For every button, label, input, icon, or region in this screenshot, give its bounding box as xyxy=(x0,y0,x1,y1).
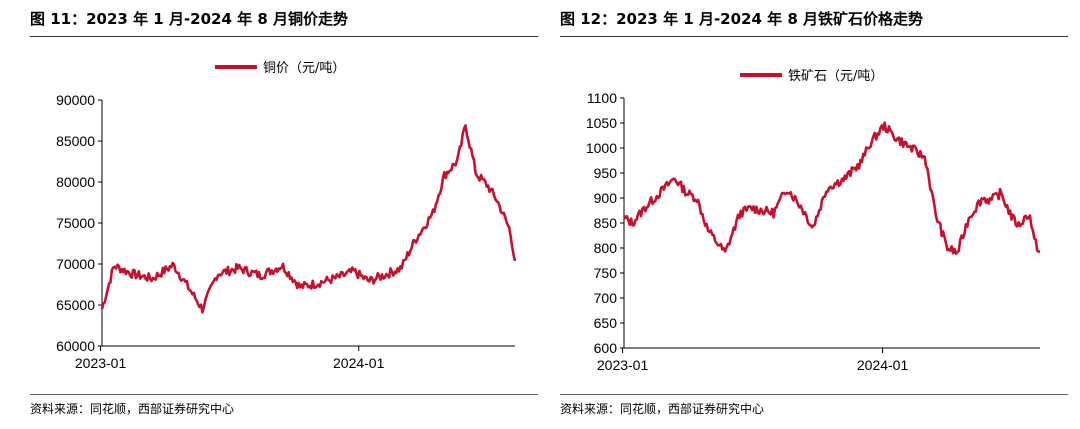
source-rule xyxy=(560,394,1068,395)
y-tick-label: 800 xyxy=(594,240,618,256)
copper-panel: 图 11：2023 年 1 月-2024 年 8 月铜价走势 60000 6500… xyxy=(30,0,540,429)
y-tick-label: 600 xyxy=(594,340,618,356)
x-tick-label: 2024-01 xyxy=(333,355,385,371)
iron-ore-price-chart: 600 650 700 750 800 850 900 950 1000 1050 1100 2023… xyxy=(586,69,1041,373)
x-tick-label: 2023-01 xyxy=(75,355,127,371)
y-tick-label: 1050 xyxy=(586,115,617,131)
y-tick-label: 750 xyxy=(594,265,618,281)
y-tick-label: 90000 xyxy=(56,92,95,108)
y-tick-label: 85000 xyxy=(56,133,95,149)
series-line xyxy=(622,121,1041,255)
y-tick-label: 80000 xyxy=(56,174,95,190)
series-line xyxy=(100,124,517,314)
chart-title: 图 11：2023 年 1 月-2024 年 8 月铜价走势 xyxy=(30,10,349,28)
legend-label: 铁矿石（元/吨） xyxy=(788,69,883,84)
source-rule xyxy=(30,394,538,395)
y-tick-label: 650 xyxy=(594,315,618,331)
source-note: 资料来源：同花顺，西部证券研究中心 xyxy=(30,402,235,416)
legend: 铁矿石（元/吨） xyxy=(740,69,883,84)
y-tick-label: 60000 xyxy=(56,338,95,354)
y-tick-label: 700 xyxy=(594,290,618,306)
y-tick-label: 75000 xyxy=(56,215,95,231)
x-tick-label: 2023-01 xyxy=(597,357,649,373)
y-tick-label: 1100 xyxy=(587,90,617,106)
legend: 铜价（元/吨） xyxy=(215,61,345,76)
legend-label: 铜价（元/吨） xyxy=(263,61,345,76)
source-note: 资料来源：同花顺，西部证券研究中心 xyxy=(560,402,765,416)
title-rule xyxy=(30,36,538,37)
y-tick-label: 70000 xyxy=(56,256,95,272)
y-tick-label: 65000 xyxy=(56,297,95,313)
iron-ore-panel: 图 12：2023 年 1 月-2024 年 8 月铁矿石价格走势 600 650… xyxy=(560,0,1070,429)
x-tick-label: 2024-01 xyxy=(857,357,909,373)
y-tick-label: 900 xyxy=(594,190,618,206)
title-rule xyxy=(560,36,1068,37)
y-tick-label: 1000 xyxy=(586,140,617,156)
y-tick-label: 950 xyxy=(594,165,618,181)
y-tick-label: 850 xyxy=(594,215,618,231)
chart-title: 图 12：2023 年 1 月-2024 年 8 月铁矿石价格走势 xyxy=(560,10,924,28)
copper-price-chart: 60000 65000 70000 75000 80000 85000 90000 2023-… xyxy=(56,61,517,371)
